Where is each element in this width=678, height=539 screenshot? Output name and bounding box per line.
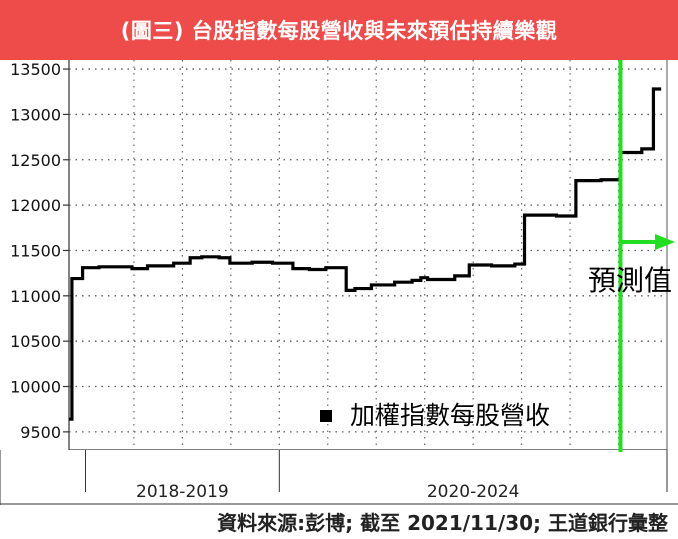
revenue-chart: 9500 10000 10500 11000 11500 12000 12500 13000 1… [0,60,678,505]
legend-label: 加權指數每股營收 [350,401,550,430]
forecast-arrow-head [655,234,675,250]
legend-swatch [320,410,332,422]
y-tick-label: 11000 [10,287,61,306]
y-tick-label: 12500 [10,151,61,170]
plot-frame [68,60,668,451]
gridlines [69,60,667,450]
y-tick-label: 12000 [10,196,61,215]
y-tick-label: 13000 [10,105,61,124]
y-axis: 9500 10000 10500 11000 11500 12000 12500 13000 1… [10,60,69,442]
y-tick-label: 10000 [10,378,61,397]
y-tick-label: 13500 [10,60,61,79]
period-label: 2020-2024 [427,482,520,502]
y-tick-label: 11500 [10,241,61,260]
period-label: 2018-2019 [136,482,229,502]
y-tick-label: 10500 [10,332,61,351]
forecast-layer: 預測值 [588,60,675,452]
legend: 加權指數每股營收 [320,401,550,430]
series-layer [69,87,662,421]
chart-title-banner: (圖三) 台股指數每股營收與未來預估持續樂觀 [0,0,678,60]
series-line [69,87,662,421]
chart-title: (圖三) 台股指數每股營收與未來預估持續樂觀 [120,19,558,43]
x-axis-periods: 2018-2019 2020-2024 [0,450,678,505]
forecast-label: 預測值 [588,264,672,297]
source-note: 資料來源:彭博; 截至 2021/11/30; 王道銀行彙整 [217,511,668,535]
y-tick-label: 9500 [20,423,61,442]
